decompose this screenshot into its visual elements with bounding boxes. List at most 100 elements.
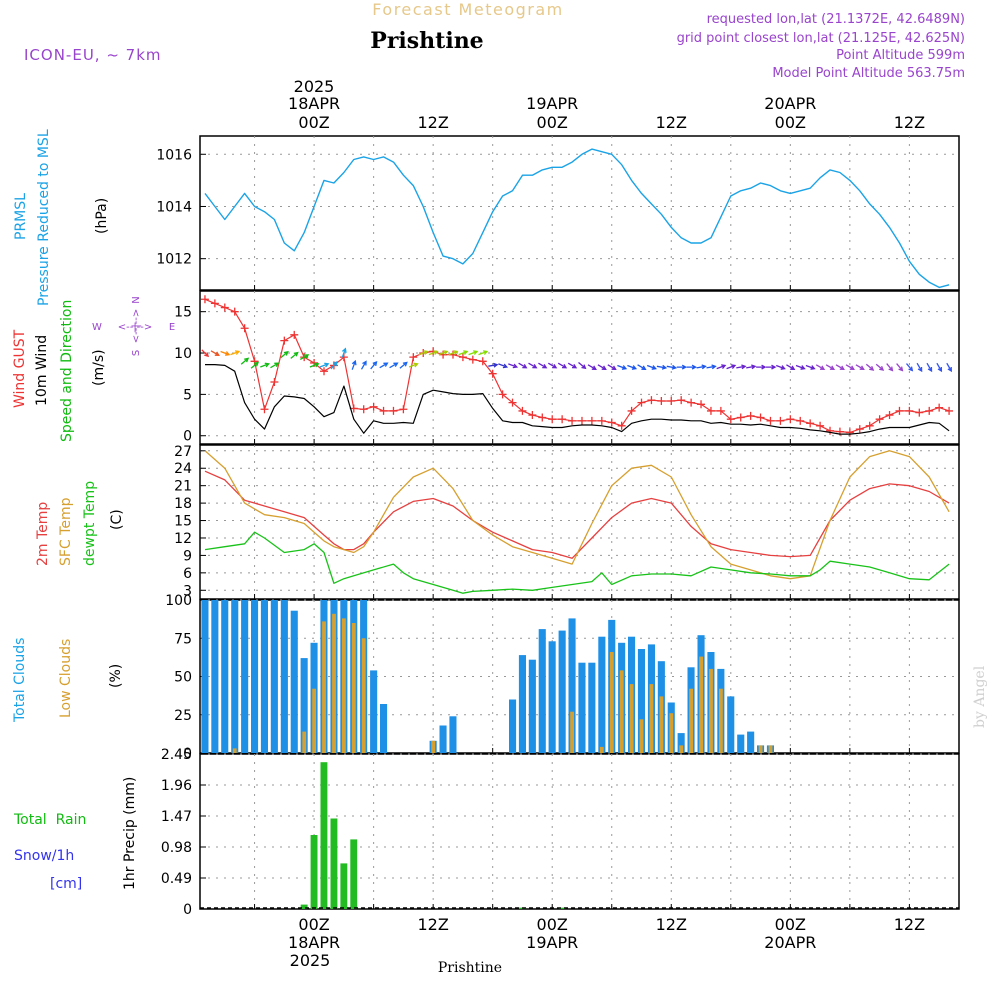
wind-gust-line	[204, 298, 950, 433]
wind-gust-marker	[240, 324, 249, 333]
top-tick-label: 00Z	[775, 113, 806, 132]
wind-gust-marker	[548, 415, 557, 424]
low-clouds-bar	[342, 618, 346, 753]
wind-ytick-label: 15	[174, 305, 192, 321]
pressure-side-labels: PRMSL Pressure Reduced to MSL (hPa)	[13, 129, 110, 306]
wind-gust-marker	[230, 307, 239, 316]
snow-unit-label: [cm]	[50, 876, 82, 892]
wind-direction-arrow	[766, 364, 777, 370]
low-clouds-bar	[679, 745, 684, 753]
low-clouds-bar	[599, 746, 604, 753]
wind-direction-arrow	[686, 364, 697, 370]
wind-direction-arrow	[418, 350, 429, 356]
top-tick-label: 20APR	[764, 94, 816, 113]
total-clouds-bar	[380, 704, 388, 753]
wind-ytick-label: 10	[174, 346, 192, 362]
wind-gust-marker	[220, 303, 229, 312]
temperature-ytick-label: 12	[174, 531, 192, 547]
wind-gust-marker	[399, 405, 408, 414]
wind-gust-marker	[488, 369, 497, 378]
wind-gust-marker	[637, 398, 646, 407]
precip-unit-label: 1hr Precip (mm)	[122, 777, 138, 890]
wind-gust-marker	[736, 413, 745, 422]
wind-gust-marker	[528, 411, 537, 420]
wind-direction-arrow	[498, 363, 509, 369]
temperature-ytick-label: 6	[183, 566, 192, 582]
total-clouds-bar	[280, 600, 288, 753]
wind-gust-marker	[468, 355, 477, 364]
wind-speed-line	[205, 364, 950, 435]
low-clouds-bar	[570, 711, 574, 753]
wind-direction-arrow	[656, 364, 668, 370]
wind-direction-arrow	[408, 362, 419, 368]
wind-direction-arrow	[220, 350, 231, 356]
top-tick-label: 12Z	[656, 113, 687, 132]
total-clouds-bar	[548, 641, 556, 753]
total-clouds-label: Total Clouds	[12, 638, 28, 723]
precip-panel: 0 0.49 0.98 1.47 1.96 2.45	[161, 747, 960, 918]
clouds-ytick-label: 0	[183, 746, 192, 762]
total-clouds-bar	[518, 655, 526, 753]
total-clouds-bar	[300, 658, 308, 753]
compass-east: E	[169, 322, 175, 333]
wind-direction-arrow	[547, 362, 558, 369]
total-clouds-bar	[528, 659, 536, 753]
clouds-ytick-label: 100	[165, 593, 192, 609]
wind-gust-marker	[270, 377, 279, 386]
total-clouds-bar	[211, 600, 219, 753]
wind-direction-arrow	[746, 364, 757, 370]
wind-direction-arrow	[916, 362, 923, 373]
wind-gust-marker	[935, 403, 944, 412]
precip-side-labels: Total Rain Snow/1h [cm] 1hr Precip (mm)	[13, 777, 138, 892]
sfc-temp-label: SFC Temp	[58, 497, 74, 566]
bottom-tick-label: 00Z	[537, 915, 568, 934]
rain-bar	[330, 818, 338, 909]
total-clouds-bar	[449, 716, 457, 753]
wind-gust-marker	[379, 406, 388, 415]
bottom-tick-label: 20APR	[764, 933, 816, 952]
requested-point: requested lon,lat (21.1372E, 42.6489N)	[707, 12, 965, 27]
wind-direction-arrow	[815, 364, 826, 370]
wind-direction-arrow	[865, 363, 875, 371]
wind-direction-arrow	[201, 349, 210, 358]
low-clouds-bar	[639, 719, 644, 753]
total-clouds-bar	[637, 649, 645, 753]
low-clouds-bar	[659, 696, 664, 753]
bottom-tick-label: 00Z	[775, 915, 806, 934]
wind-gust-marker	[587, 416, 596, 425]
wind-direction-arrow	[627, 364, 638, 370]
wind-gust-marker	[280, 336, 289, 345]
model-label: ICON-EU, ~ 7km	[24, 46, 162, 64]
location-title: Prishtine	[370, 28, 483, 54]
compass-icon: N <--|--> S W <--|--> E	[92, 296, 175, 356]
dewpt-line	[204, 531, 950, 594]
pressure-unit-label: (hPa)	[94, 198, 110, 234]
compass-west: W	[92, 322, 102, 333]
bottom-tick-label: 12Z	[656, 915, 687, 934]
precip-ytick-label: 0.98	[161, 840, 192, 856]
wind-gust-marker	[568, 416, 577, 425]
wind-side-labels: Wind GUST 10m Wind Speed and Direction (…	[12, 296, 175, 442]
low-clouds-bar	[609, 652, 614, 753]
t2m-label: 2m Temp	[35, 502, 51, 566]
wind-gust-marker	[478, 357, 487, 366]
wind-direction-arrow	[557, 362, 568, 369]
temperature-ytick-label: 18	[174, 496, 192, 512]
wind-direction-arrow	[309, 362, 320, 368]
wind-gust-marker	[359, 405, 368, 414]
top-tick-label: 18APR	[288, 94, 340, 113]
wind-gust-marker	[746, 411, 755, 420]
wind-direction-label: Speed and Direction	[59, 300, 75, 442]
temperature-ytick-label: 27	[174, 444, 192, 460]
wind-gust-marker	[697, 400, 706, 409]
total-clouds-bar	[558, 630, 566, 753]
wind-direction-arrow	[795, 364, 806, 370]
bottom-tick-label: 12Z	[894, 915, 925, 934]
wind-direction-arrow	[875, 363, 885, 371]
total-clouds-bar	[578, 662, 586, 753]
wind-gust-marker	[200, 295, 209, 304]
pressure-line	[204, 148, 950, 289]
total-clouds-bar	[677, 733, 685, 753]
